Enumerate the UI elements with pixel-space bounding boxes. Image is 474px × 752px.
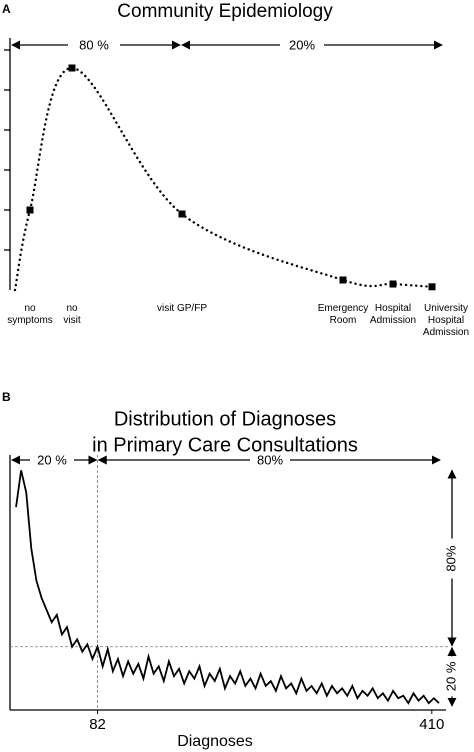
label-bg bbox=[30, 452, 74, 468]
point bbox=[68, 64, 76, 72]
panel-label: A bbox=[2, 2, 11, 16]
chart-title: Distribution of Diagnoses bbox=[114, 408, 336, 430]
curve bbox=[13, 66, 434, 292]
point bbox=[178, 210, 186, 218]
annotation: 80% bbox=[257, 452, 283, 467]
label-bg bbox=[250, 452, 290, 468]
x-tick-label: 82 bbox=[89, 716, 106, 733]
side-annotation: 20 % bbox=[443, 661, 458, 691]
category-label: no symptoms bbox=[7, 303, 53, 326]
category-label: visit GP/FP bbox=[156, 303, 207, 314]
annotation: 20% bbox=[289, 37, 315, 52]
annotation: 20 % bbox=[37, 452, 67, 467]
label-bg bbox=[444, 656, 460, 697]
point bbox=[428, 283, 436, 291]
chart-title: in Primary Care Consultations bbox=[92, 434, 358, 456]
category-label: University Hospital Admission bbox=[422, 303, 470, 338]
category-label: Emergency Room bbox=[317, 303, 369, 326]
side-annotation: 80% bbox=[443, 545, 458, 571]
chart-title: Community Epidemiology bbox=[117, 1, 333, 22]
panel-label: B bbox=[2, 390, 11, 404]
point bbox=[389, 280, 397, 288]
label-bg bbox=[280, 36, 324, 54]
point bbox=[26, 206, 34, 214]
label-bg bbox=[444, 538, 460, 579]
annotation: 80 % bbox=[79, 37, 109, 52]
category-label: no visit bbox=[63, 303, 81, 326]
data-line bbox=[15, 470, 440, 705]
x-tick-label: 410 bbox=[419, 716, 444, 733]
label-bg bbox=[68, 36, 120, 54]
point bbox=[339, 276, 347, 284]
x-axis-label: Diagnoses bbox=[177, 733, 253, 750]
category-label: Hospital Admission bbox=[369, 303, 417, 326]
